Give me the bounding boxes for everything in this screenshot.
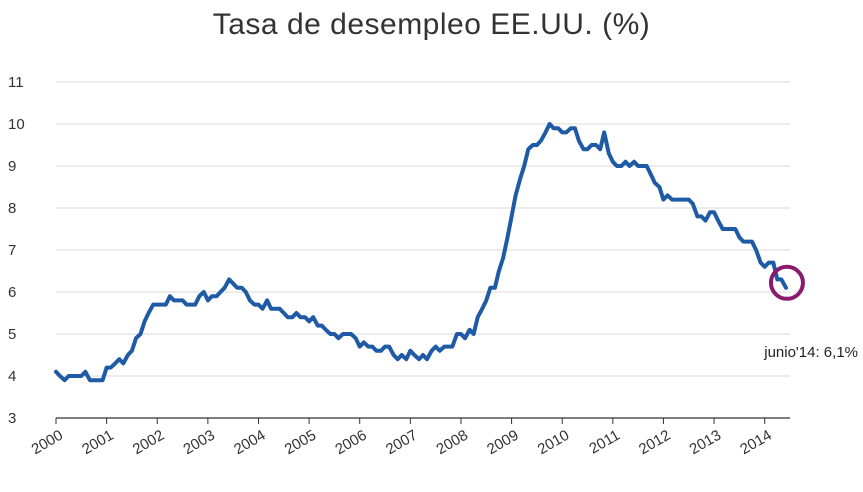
x-tick-label-2004: 2004 (231, 427, 268, 458)
y-tick-label-7: 7 (8, 242, 16, 259)
x-tick-label-2001: 2001 (79, 427, 116, 458)
y-tick-label-9: 9 (8, 158, 16, 175)
grid-lines (56, 81, 790, 419)
x-tick-label-2003: 2003 (180, 427, 217, 458)
x-tick-label-2011: 2011 (586, 427, 622, 458)
y-tick-label-3: 3 (8, 410, 16, 427)
x-axis-ticks: 2000 2001 2002 2003 2004 2005 2006 2007 2008 2009… (29, 418, 775, 458)
y-tick-label-10: 10 (8, 116, 25, 133)
y-tick-label-6: 6 (8, 284, 16, 301)
x-tick-label-2007: 2007 (383, 427, 420, 458)
y-tick-label-5: 5 (8, 326, 16, 343)
y-axis-ticks: 3 4 5 6 7 8 9 10 11 (8, 74, 25, 427)
x-tick-label-2009: 2009 (484, 427, 521, 458)
x-tick-label-2000: 2000 (29, 427, 66, 458)
x-tick-label-2002: 2002 (130, 427, 167, 458)
series-group (54, 122, 788, 383)
x-tick-label-2014: 2014 (737, 427, 774, 458)
x-tick-label-2012: 2012 (636, 427, 673, 458)
x-tick-label-2005: 2005 (282, 427, 319, 458)
annotation-group: junio'14: 6,1% (763, 264, 858, 361)
x-tick-label-2010: 2010 (535, 427, 572, 458)
x-tick-label-2008: 2008 (434, 427, 471, 458)
x-tick-label-2013: 2013 (687, 427, 724, 458)
chart-title: Tasa de desempleo EE.UU. (%) (212, 8, 651, 41)
y-tick-label-11: 11 (8, 74, 24, 91)
y-tick-label-8: 8 (8, 200, 16, 217)
series-line-0 (54, 122, 788, 383)
x-tick-label-2006: 2006 (332, 427, 369, 458)
y-tick-label-4: 4 (8, 368, 16, 385)
annotation-circle-marker (768, 264, 805, 301)
annotation-label: junio'14: 6,1% (763, 344, 858, 361)
